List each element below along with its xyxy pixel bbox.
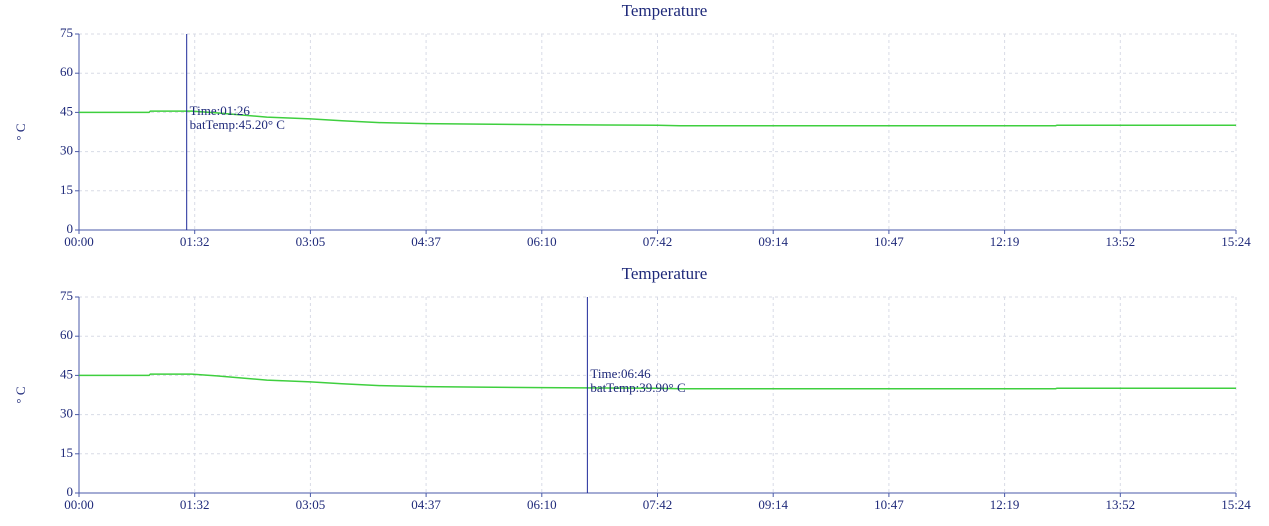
x-tick-label: 06:10 [527, 497, 557, 512]
x-tick-label: 01:32 [180, 497, 210, 512]
x-tick-label: 04:37 [411, 234, 441, 249]
y-tick-label: 15 [60, 182, 73, 197]
x-tick-label: 09:14 [758, 234, 788, 249]
x-tick-label: 00:00 [64, 497, 94, 512]
cursor-label: batTemp:45.20° C [190, 117, 285, 132]
y-tick-label: 60 [60, 327, 73, 342]
x-tick-label: 01:32 [180, 234, 210, 249]
x-tick-label: 10:47 [874, 234, 904, 249]
x-tick-label: 04:37 [411, 497, 441, 512]
y-tick-label: 0 [67, 484, 74, 499]
x-tick-label: 12:19 [990, 234, 1020, 249]
y-tick-label: 45 [60, 366, 73, 381]
data-line [79, 373, 1236, 390]
x-tick-label: 07:42 [643, 497, 673, 512]
chart-title: Temperature [622, 264, 708, 283]
cursor-label: Time:01:26 [190, 103, 251, 118]
y-tick-label: 15 [60, 445, 73, 460]
x-tick-label: 06:10 [527, 234, 557, 249]
x-tick-label: 12:19 [990, 497, 1020, 512]
y-tick-label: 75 [60, 25, 73, 40]
x-tick-label: 15:24 [1221, 234, 1251, 249]
chart-title: Temperature [622, 1, 708, 20]
x-tick-label: 09:14 [758, 497, 788, 512]
y-tick-label: 45 [60, 103, 73, 118]
cursor-label: Time:06:46 [590, 366, 651, 381]
x-tick-label: 03:05 [296, 497, 326, 512]
x-tick-label: 13:52 [1105, 234, 1135, 249]
y-tick-label: 60 [60, 64, 73, 79]
y-tick-label: 75 [60, 288, 73, 303]
y-tick-label: 30 [60, 143, 73, 158]
x-tick-label: 13:52 [1105, 497, 1135, 512]
x-tick-label: 00:00 [64, 234, 94, 249]
x-tick-label: 03:05 [296, 234, 326, 249]
data-line [79, 110, 1236, 127]
y-tick-label: 30 [60, 406, 73, 421]
y-axis-label: ° C [13, 123, 28, 140]
x-tick-label: 15:24 [1221, 497, 1251, 512]
y-axis-label: ° C [13, 386, 28, 403]
y-tick-label: 0 [67, 221, 74, 236]
x-tick-label: 10:47 [874, 497, 904, 512]
cursor-label: batTemp:39.90° C [590, 380, 685, 395]
x-tick-label: 07:42 [643, 234, 673, 249]
